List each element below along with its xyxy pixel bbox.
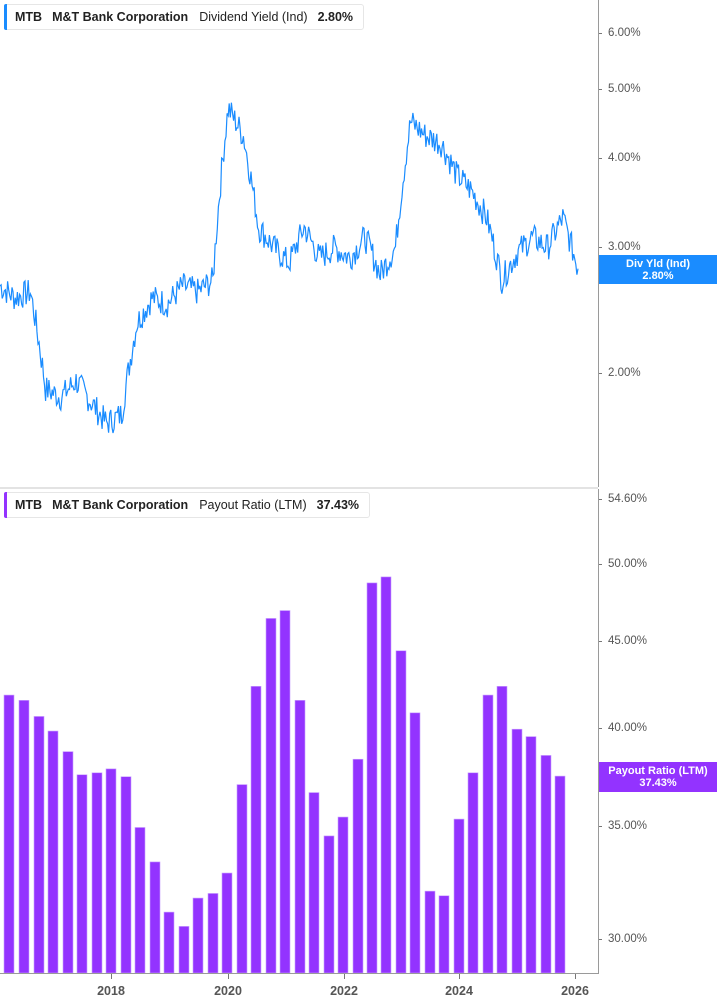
payout-bar-2021Q2[interactable] [294,700,306,974]
legend-value: 2.80% [317,10,354,24]
y-tick-mark [599,641,602,642]
series-color-swatch [4,492,7,518]
payout-ratio-bar-chart[interactable] [0,0,598,975]
payout-bar-2024Q3[interactable] [482,694,494,974]
y-tick-label: 6.00% [608,27,641,39]
badge-value: 37.43% [639,777,677,789]
payout-bar-2019Q1[interactable] [163,911,175,974]
y-tick-mark [599,728,602,729]
x-tick-mark [111,974,112,979]
y-tick-mark [599,373,602,374]
y-tick-label: 45.00% [608,635,648,647]
payout-bar-2021Q1[interactable] [279,610,291,974]
payout-bar-2018Q3[interactable] [134,827,146,974]
badge-value: 2.80% [642,270,674,282]
series-color-swatch [4,4,7,30]
x-tick-label: 2020 [214,984,242,998]
payout-bar-2025Q3[interactable] [540,755,552,974]
badge-label: Div Yld (Ind) [626,258,690,270]
x-tick-label: 2024 [445,984,473,998]
bottom-y-axis [598,489,599,974]
y-tick-label: 3.00% [608,241,641,253]
payout-bar-2020Q1[interactable] [221,872,233,974]
x-tick-mark [575,974,576,979]
legend-metric: Dividend Yield (Ind) [199,10,308,24]
payout-bar-2018Q4[interactable] [149,861,161,974]
legend-ticker: MTB [15,10,43,24]
y-tick-mark [599,499,602,500]
y-tick-label: 2.00% [608,367,641,379]
payout-bar-2017Q3[interactable] [76,774,88,974]
payout-bar-2025Q1[interactable] [511,728,523,974]
payout-bar-2021Q3[interactable] [308,792,320,974]
y-tick-mark [599,564,602,565]
y-tick-mark [599,826,602,827]
x-axis [0,973,599,974]
payout-bar-2022Q3[interactable] [366,582,378,974]
x-tick-mark [228,974,229,979]
x-tick-mark [344,974,345,979]
y-tick-label: 40.00% [608,722,648,734]
y-tick-mark [599,939,602,940]
legend-metric: Payout Ratio (LTM) [199,498,307,512]
payout-bar-2022Q1[interactable] [337,816,349,974]
x-tick-label: 2026 [561,984,589,998]
top-y-axis [598,0,599,487]
payout-bar-2022Q4[interactable] [380,576,392,974]
x-tick-label: 2018 [97,984,125,998]
payout-bar-2020Q2[interactable] [236,784,248,974]
payout-bar-undefined[interactable] [554,775,566,974]
y-tick-mark [599,158,602,159]
current-value-badge-dividend-yield: Div Yld (Ind) 2.80% [599,255,717,284]
payout-bar-2017Q2[interactable] [62,751,74,974]
dividend-yield-line[interactable] [0,102,579,434]
payout-bar-2023Q3[interactable] [424,890,436,974]
legend-value: 37.43% [316,498,360,512]
legend-company: M&T Bank Corporation [52,10,189,24]
y-tick-mark [599,33,602,34]
payout-bar-2016Q3[interactable] [18,700,30,974]
payout-bar-2018Q2[interactable] [120,776,132,974]
payout-bar-2023Q4[interactable] [438,895,450,974]
x-tick-mark [459,974,460,979]
y-tick-label: 30.00% [608,933,648,945]
current-value-badge-payout-ratio: Payout Ratio (LTM) 37.43% [599,762,717,792]
payout-bar-2022Q2[interactable] [352,758,364,974]
payout-ratio-legend[interactable]: MTB M&T Bank Corporation Payout Ratio (L… [4,492,371,518]
payout-bar-2023Q1[interactable] [395,650,407,974]
payout-bar-2024Q2[interactable] [467,772,479,974]
panel-divider[interactable] [0,487,598,489]
dividend-yield-legend[interactable]: MTB M&T Bank Corporation Dividend Yield … [4,4,365,30]
payout-bar-2019Q2[interactable] [178,926,190,974]
legend-company: M&T Bank Corporation [52,498,189,512]
payout-bar-2020Q3[interactable] [250,686,262,974]
dividend-yield-panel [0,0,598,487]
payout-bar-2023Q2[interactable] [409,712,421,974]
y-tick-label: 54.60% [608,493,648,505]
y-tick-label: 50.00% [608,558,648,570]
payout-bar-2024Q4[interactable] [496,686,508,974]
payout-bar-2019Q3[interactable] [192,897,204,974]
y-tick-mark [599,247,602,248]
payout-bar-2017Q1[interactable] [47,730,59,974]
payout-bar-2016Q4[interactable] [33,716,45,974]
dividend-yield-line-chart[interactable] [0,0,598,487]
y-tick-label: 4.00% [608,152,641,164]
payout-bar-2025Q2[interactable] [525,736,537,974]
x-tick-label: 2022 [330,984,358,998]
payout-bar-2020Q4[interactable] [265,618,277,974]
payout-bar-2017Q4[interactable] [91,772,103,974]
legend-ticker: MTB [15,498,43,512]
payout-bar-2019Q4[interactable] [207,893,219,974]
y-tick-mark [599,89,602,90]
payout-bar-2024Q1[interactable] [453,818,465,974]
badge-label: Payout Ratio (LTM) [608,765,708,777]
y-tick-label: 35.00% [608,820,648,832]
payout-bar-2016Q2[interactable] [3,694,15,974]
payout-bar-2018Q1[interactable] [105,768,117,974]
payout-bar-2021Q4[interactable] [323,835,335,974]
y-tick-label: 5.00% [608,83,641,95]
